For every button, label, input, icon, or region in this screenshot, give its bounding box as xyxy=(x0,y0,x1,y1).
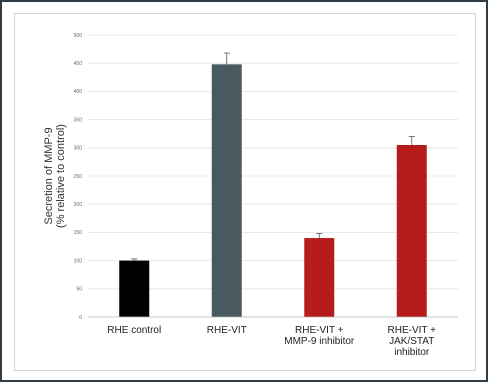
bar xyxy=(304,238,335,317)
y-tick-label: 200 xyxy=(74,202,83,208)
x-category-label: inhibitor xyxy=(394,347,430,358)
x-category-label: MMP-9 inhibitor xyxy=(284,336,355,347)
x-category-label: JAK/STAT xyxy=(389,336,434,347)
y-tick-label: 150 xyxy=(74,230,83,236)
y-tick-label: 350 xyxy=(74,117,83,123)
bar xyxy=(211,64,242,317)
x-category-label: RHE-VIT + xyxy=(388,325,437,336)
y-tick-label: 500 xyxy=(74,33,83,39)
chart-panel xyxy=(14,13,476,371)
bar xyxy=(396,144,427,317)
x-category-label: RHE control xyxy=(107,325,161,336)
bar xyxy=(119,260,150,317)
y-axis-title: (% relative to control) xyxy=(55,124,67,228)
y-tick-label: 450 xyxy=(74,61,83,67)
y-tick-label: 50 xyxy=(76,287,82,293)
y-tick-label: 100 xyxy=(74,258,83,264)
y-tick-label: 250 xyxy=(74,174,83,180)
y-axis-title: Secretion of MMP-9 xyxy=(43,127,55,224)
y-tick-label: 0 xyxy=(79,315,82,321)
y-tick-label: 400 xyxy=(74,89,83,95)
x-category-label: RHE-VIT xyxy=(207,325,247,336)
y-tick-label: 300 xyxy=(74,146,83,152)
x-category-label: RHE-VIT + xyxy=(295,325,344,336)
